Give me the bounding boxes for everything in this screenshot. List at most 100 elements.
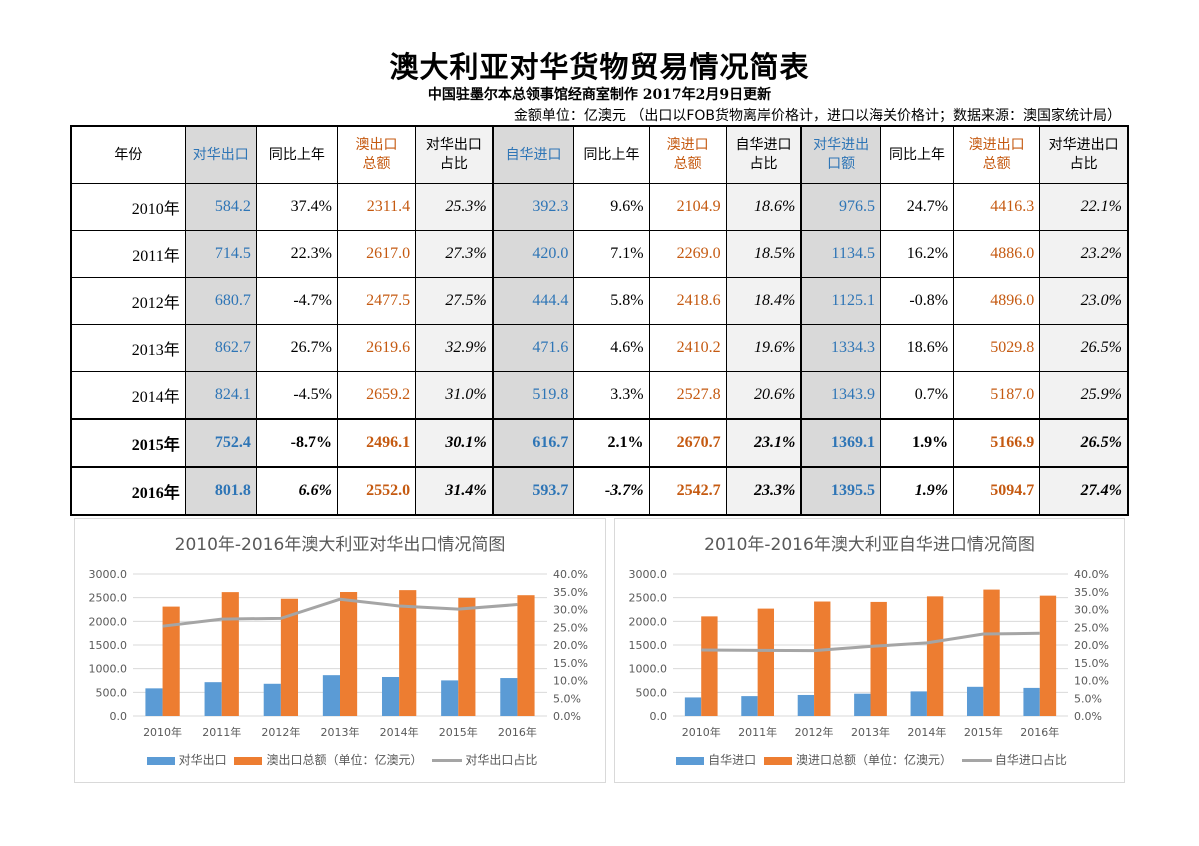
x-tick-label: 2010年 [682,725,721,739]
y-left-tick-label: 1000.0 [89,663,128,676]
bar-total [399,590,417,716]
cell-cn-import: 420.0 [491,230,575,278]
y-right-tick-label: 15.0% [553,657,588,670]
cell-cn-trade: 1343.9 [800,371,881,420]
cell-trade-share: 25.9% [1039,371,1129,420]
cell-import-yoy: 2.1% [573,418,650,468]
legend-swatch-line [432,759,463,762]
column-header-year: 年份 [70,125,186,184]
bar-自华进口 [854,693,871,716]
y-right-tick-label: 0.0% [1074,710,1102,723]
y-right-tick-label: 35.0% [553,586,588,599]
bar-自华进口 [966,686,984,716]
bar-对华出口 [441,680,459,716]
bar-自华进口 [910,691,927,716]
chart-legend: 自华进口 澳进口总额（单位：亿澳元） 自华进口占比 [615,751,1124,768]
y-left-tick-label: 2000.0 [629,615,668,628]
cell-export-share: 25.3% [415,183,494,231]
cell-import-share: 19.6% [725,324,802,372]
cell-import-yoy: 7.1% [573,230,650,278]
cell-import-share: 23.1% [725,418,802,468]
cell-total-export: 2496.1 [336,418,417,468]
header-label: 澳出口 [355,137,398,153]
cell-export-share: 30.1% [415,418,494,468]
y-right-tick-label: 5.0% [553,692,581,705]
x-tick-label: 2016年 [498,725,537,739]
import-chart-plot: 0.0 500.0 1000.0 1500.0 2000.0 2500.0 3000.0 0.… [629,568,1109,739]
y-left-tick-label: 2500.0 [89,592,128,605]
cell-total-import: 2542.7 [648,466,727,516]
cell-total-export: 2477.5 [336,277,417,325]
cell-export-yoy: 37.4% [255,183,338,231]
bar-total [221,592,239,716]
column-header-import-share: 自华进口 占比 [725,125,802,184]
header-label: 澳进口 [666,137,709,153]
y-right-tick-label: 20.0% [553,639,588,652]
cell-export-yoy: 26.7% [255,324,338,372]
cell-total-trade: 5094.7 [953,466,1041,516]
cell-total-trade: 4416.3 [953,183,1041,231]
y-right-tick-label: 15.0% [1074,657,1109,670]
header-label: 占比 [1069,156,1098,172]
y-right-tick-label: 25.0% [1074,621,1109,634]
bar-total [870,601,887,716]
header-label: 对华进出 [813,137,870,153]
legend-label: 澳进口总额（单位：亿澳元） [795,753,952,767]
x-tick-label: 2011年 [738,725,777,739]
y-right-tick-label: 25.0% [553,621,588,634]
y-right-tick-label: 0.0% [553,710,581,723]
x-tick-label: 2013年 [321,725,360,739]
y-left-tick-label: 3000.0 [89,568,128,581]
cell-import-share: 20.6% [725,371,802,420]
cell-year: 2016年 [70,466,186,516]
cell-total-import: 2527.8 [648,371,727,420]
column-header-cn-trade: 对华进出 口额 [800,125,881,184]
cell-export-yoy: -4.7% [255,277,338,325]
header-label: 总额 [673,156,702,172]
cell-export-yoy: -8.7% [255,418,338,468]
bar-total [757,608,775,716]
cell-cn-export: 862.7 [184,324,257,372]
cell-year: 2012年 [70,277,186,325]
column-header-trade-yoy: 同比上年 [879,125,955,184]
cell-total-trade: 5029.8 [953,324,1041,372]
bar-total [1039,595,1057,716]
header-label: 总额 [982,156,1011,172]
legend-label: 自华进口 [708,753,757,767]
page-title: 澳大利亚对华货物贸易情况简表 [389,50,810,84]
y-right-tick-label: 30.0% [553,604,588,617]
table-row: 2013年 862.7 26.7% 2619.6 32.9% 471.6 4.6% 2410.… [70,324,1129,372]
cell-trade-share: 26.5% [1039,324,1129,372]
bar-total [814,601,831,716]
legend-swatch-line [961,759,992,762]
cell-trade-share: 23.0% [1039,277,1129,325]
x-tick-label: 2015年 [964,725,1003,739]
cell-year: 2011年 [70,230,186,278]
legend-swatch-blue [676,756,705,765]
chart-legend: 对华出口 澳出口总额（单位：亿澳元） 对华出口占比 [75,751,605,768]
cell-cn-trade: 1395.5 [800,466,881,516]
bar-total [983,589,1000,716]
cell-import-share: 18.5% [725,230,802,278]
cell-trade-yoy: 1.9% [879,466,955,516]
header-label: 年份 [114,146,143,163]
bar-自华进口 [1023,687,1040,716]
cell-cn-export: 714.5 [184,230,257,278]
bar-对华出口 [204,682,222,716]
x-tick-label: 2015年 [439,725,478,739]
x-tick-label: 2012年 [261,725,300,739]
chart-title: 2010年-2016年澳大利亚对华出口情况简图 [174,535,506,555]
legend-label: 对华出口占比 [465,753,538,767]
cell-export-yoy: -4.5% [255,371,338,420]
cell-trade-yoy: 0.7% [879,371,955,420]
chart-title: 2010年-2016年澳大利亚自华进口情况简图 [704,535,1035,555]
cell-trade-yoy: 1.9% [879,418,955,468]
column-header-export-share: 对华出口 占比 [415,125,494,184]
cell-total-trade: 4886.0 [953,230,1041,278]
cell-cn-export: 801.8 [184,466,257,516]
bar-total [458,597,476,716]
table-row: 2016年 801.8 6.6% 2552.0 31.4% 593.7 -3.7% 2542.… [70,466,1129,516]
cell-import-share: 18.6% [725,183,802,231]
bar-对华出口 [381,676,400,716]
legend-swatch-orange [234,756,263,765]
